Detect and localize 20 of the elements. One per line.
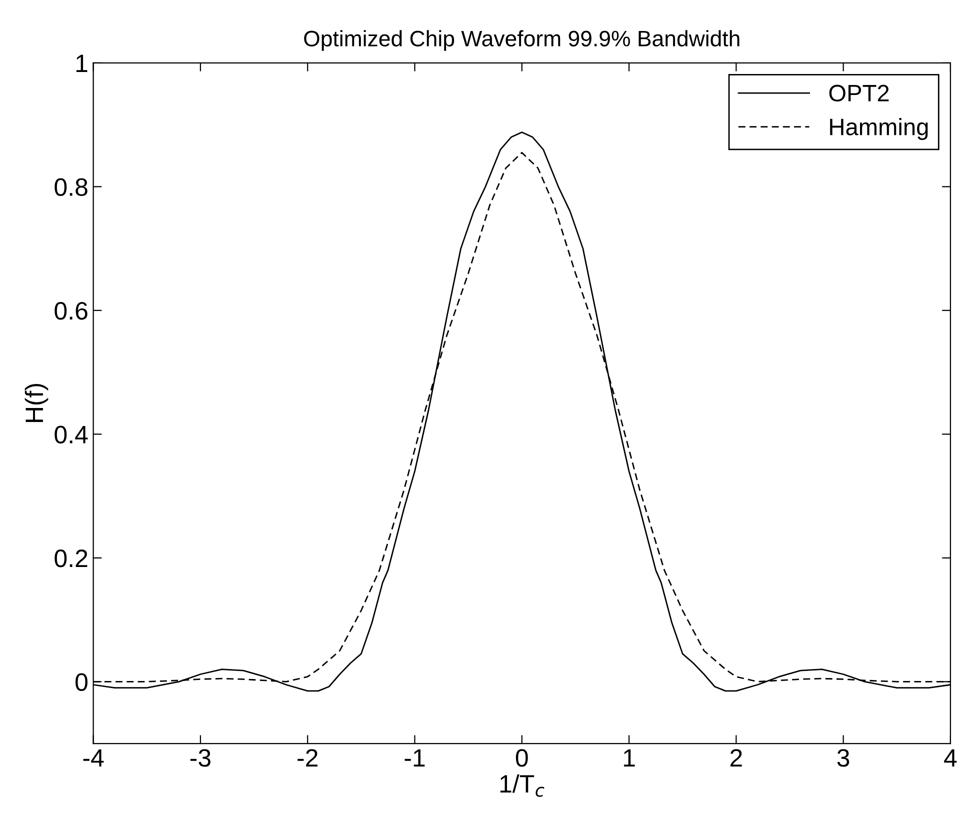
legend-label: Hamming (830, 118, 928, 140)
y-tick-label: 0.6 (54, 302, 88, 320)
chart-title: Optimized Chip Waveform 99.9% Bandwidth (304, 30, 740, 51)
y-tick-label: 0.8 (54, 178, 88, 196)
x-axis-title: 1/T$_{c}$ (500, 774, 544, 797)
legend-label: OPT2 (829, 84, 889, 102)
x-tick-label: 0 (516, 749, 528, 767)
x-tick-label: -1 (404, 749, 425, 767)
x-tick-label: 4 (944, 749, 957, 767)
y-tick-label: 0 (76, 673, 88, 691)
x-tick-label: -3 (190, 749, 210, 767)
y-axis-title: H(f) (24, 384, 48, 422)
x-tick-label: 3 (837, 749, 850, 767)
y-tick-label: 0.2 (54, 550, 88, 568)
y-tick-label: 0.4 (54, 426, 88, 444)
x-tick-label: -2 (298, 749, 318, 767)
x-tick-label: 2 (730, 749, 742, 767)
x-tick-label: 1 (624, 749, 635, 767)
y-tick-label: 1 (76, 54, 88, 72)
x-tick-label: -4 (83, 749, 104, 767)
